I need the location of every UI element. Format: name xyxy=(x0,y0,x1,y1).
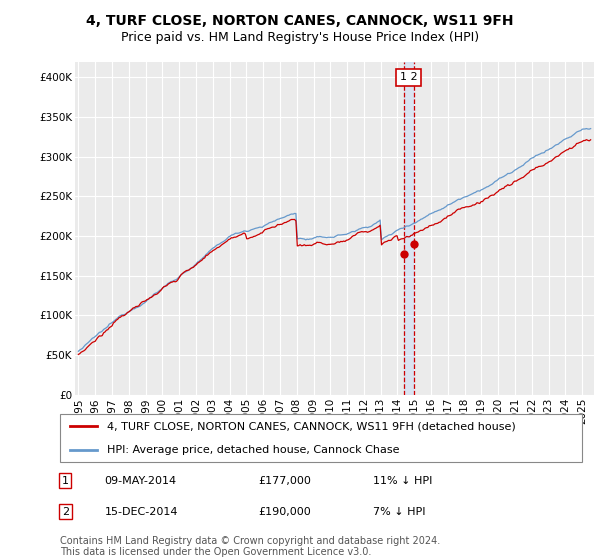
Text: 4, TURF CLOSE, NORTON CANES, CANNOCK, WS11 9FH (detached house): 4, TURF CLOSE, NORTON CANES, CANNOCK, WS… xyxy=(107,421,516,431)
Text: £177,000: £177,000 xyxy=(259,475,311,486)
Text: 15-DEC-2014: 15-DEC-2014 xyxy=(104,507,178,517)
FancyBboxPatch shape xyxy=(60,414,582,462)
Text: Contains HM Land Registry data © Crown copyright and database right 2024.
This d: Contains HM Land Registry data © Crown c… xyxy=(60,535,440,557)
Text: 09-MAY-2014: 09-MAY-2014 xyxy=(104,475,176,486)
Text: HPI: Average price, detached house, Cannock Chase: HPI: Average price, detached house, Cann… xyxy=(107,445,400,455)
Text: 1: 1 xyxy=(62,475,69,486)
Text: 7% ↓ HPI: 7% ↓ HPI xyxy=(373,507,426,517)
Text: Price paid vs. HM Land Registry's House Price Index (HPI): Price paid vs. HM Land Registry's House … xyxy=(121,31,479,44)
Text: £190,000: £190,000 xyxy=(259,507,311,517)
Text: 4, TURF CLOSE, NORTON CANES, CANNOCK, WS11 9FH: 4, TURF CLOSE, NORTON CANES, CANNOCK, WS… xyxy=(86,14,514,28)
Text: 2: 2 xyxy=(62,507,69,517)
Text: 11% ↓ HPI: 11% ↓ HPI xyxy=(373,475,433,486)
Bar xyxy=(404,62,413,395)
Text: 1 2: 1 2 xyxy=(400,72,418,82)
